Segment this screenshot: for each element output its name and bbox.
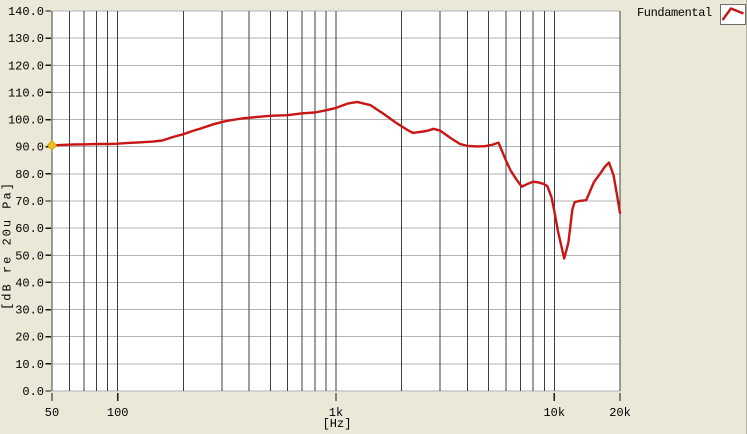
y-tick-label: 140.0 [8,5,44,19]
y-tick-label: 30.0 [15,304,44,318]
y-tick-label: 130.0 [8,32,44,46]
x-tick-label: 1k [329,406,343,420]
curve-peak-icon [721,7,744,21]
y-tick-label: 0.0 [22,385,44,399]
y-tick-label: 10.0 [15,358,44,372]
y-tick-label: 70.0 [15,195,44,209]
y-tick-label: 80.0 [15,168,44,182]
cursor-start-marker[interactable] [46,140,58,151]
y-tick-label: 60.0 [15,222,44,236]
y-tick-label: 120.0 [8,59,44,73]
y-tick-label: 40.0 [15,276,44,290]
x-tick-label: 100 [107,406,129,420]
y-tick-label: 110.0 [8,86,44,100]
legend: Fundamental [637,4,746,25]
x-tick-label: 10k [543,406,565,420]
y-tick-label: 100.0 [8,114,44,128]
x-tick-label: 20k [609,406,631,420]
legend-label-fundamental: Fundamental [637,6,712,20]
y-tick-label: 20.0 [15,331,44,345]
fundamental-curve [50,100,622,260]
fundamental-curve-style-swatch[interactable] [719,4,746,25]
x-axis-title: [Hz] [322,417,352,431]
y-tick-label: 50.0 [15,249,44,263]
x-tick-label: 50 [45,406,59,420]
y-tick-label: 90.0 [15,141,44,155]
y-axis-title: [dB re 20u Pa] [0,181,15,310]
